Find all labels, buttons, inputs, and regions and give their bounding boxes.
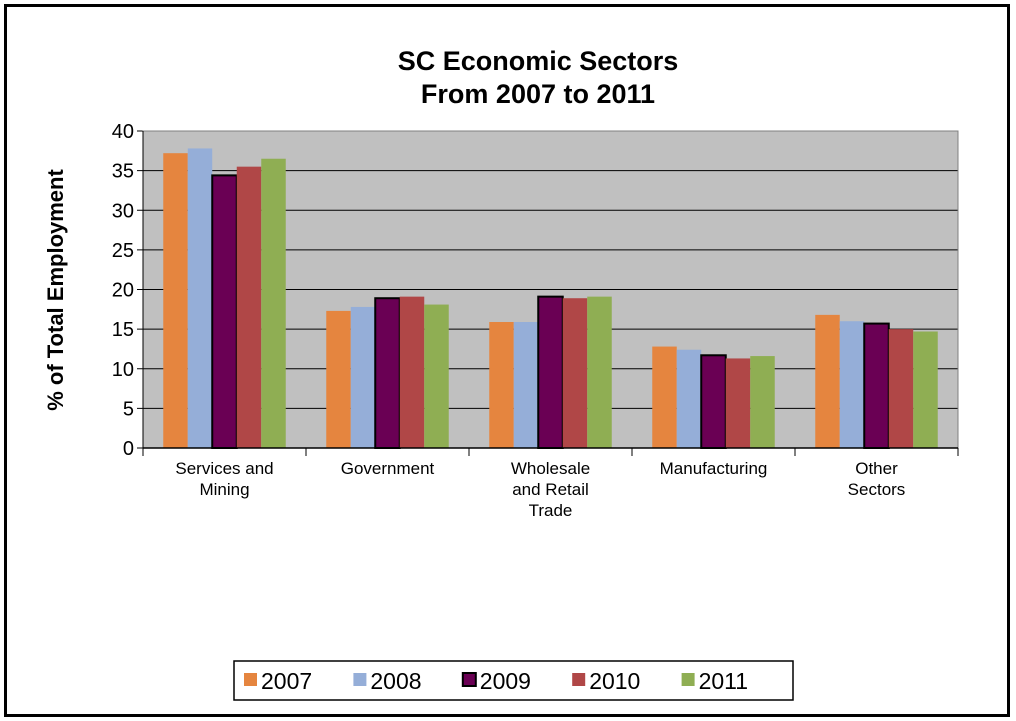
- bar-2008: [839, 321, 865, 448]
- y-tick-label: 10: [112, 359, 134, 381]
- bar-2009: [211, 174, 238, 449]
- bar-2009: [700, 354, 727, 449]
- legend-swatch-2009: [461, 672, 477, 687]
- legend-swatch-2007: [244, 673, 257, 686]
- legend-swatch-2010: [572, 673, 586, 686]
- legend-label: 2011: [699, 668, 748, 694]
- bar-2011: [587, 296, 612, 448]
- bar-2009: [374, 297, 401, 449]
- chart-title-line: SC Economic Sectors: [398, 46, 679, 76]
- bar-2009: [537, 295, 564, 449]
- bar-2010: [888, 329, 914, 448]
- y-tick-label: 40: [112, 121, 134, 143]
- bar-2007: [163, 153, 188, 448]
- category-label: Other Sectors: [848, 459, 906, 499]
- bar-2011: [261, 158, 286, 449]
- category-label: Services and Mining: [175, 459, 273, 499]
- y-axis-label: % of Total Employment: [43, 169, 68, 411]
- bar-2008: [187, 148, 213, 448]
- bar-2007: [652, 346, 677, 448]
- bar-2010: [725, 358, 751, 448]
- bar-2011: [424, 304, 449, 448]
- bar-2011: [750, 356, 775, 448]
- y-tick-label: 20: [112, 280, 134, 302]
- category-label: Manufacturing: [660, 459, 768, 478]
- y-tick-label: 5: [123, 398, 134, 420]
- legend-label: 2009: [480, 668, 531, 694]
- legend-swatch-2011: [681, 673, 695, 686]
- bar-2008: [513, 321, 539, 448]
- bar-2010: [399, 296, 425, 448]
- bar-2008: [676, 349, 702, 448]
- bar-2010: [236, 166, 262, 448]
- bar-2007: [815, 314, 840, 448]
- chart-frame: SC Economic Sectors From 2007 to 2011 0 5 10…: [4, 4, 1010, 717]
- legend-label: 2008: [370, 668, 421, 694]
- y-tick-label: 30: [112, 200, 134, 222]
- bar-2009: [863, 322, 890, 450]
- bar-2007: [326, 310, 351, 448]
- y-tick-label: 0: [123, 438, 134, 460]
- y-tick-label: 35: [112, 161, 134, 183]
- chart-title-line: From 2007 to 2011: [421, 79, 655, 109]
- legend-box: [233, 660, 794, 701]
- category-label: Government: [341, 459, 435, 478]
- legend-label: 2007: [261, 668, 312, 694]
- legend-swatch-2008: [353, 673, 367, 686]
- bar-2011: [913, 331, 938, 448]
- bar-2010: [562, 298, 588, 448]
- legend-label: 2010: [589, 668, 640, 694]
- bar-2008: [350, 306, 376, 448]
- category-label: Wholesale and Retail Trade: [511, 459, 590, 520]
- y-tick-label: 15: [112, 319, 134, 341]
- y-tick-label: 25: [112, 240, 134, 262]
- bar-2007: [489, 321, 514, 448]
